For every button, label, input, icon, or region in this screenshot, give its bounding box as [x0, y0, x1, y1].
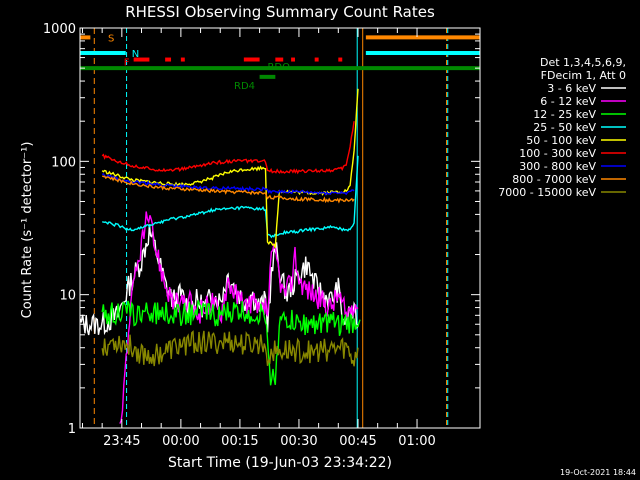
legend-label: 6 - 12 keV — [540, 95, 596, 108]
x-axis-label: Start Time (19-Jun-03 23:34:22) — [168, 455, 392, 471]
legend-label: 50 - 100 keV — [526, 134, 596, 147]
flag-label-n: N — [132, 49, 139, 60]
legend-label: 300 - 800 keV — [519, 160, 596, 173]
y-tick-label: 1 — [68, 422, 76, 437]
x-tick-label: 23:45 — [103, 434, 140, 449]
flag-label-f: F — [124, 58, 130, 69]
x-tick-label: 00:30 — [280, 434, 317, 449]
legend-label: 100 - 300 keV — [519, 147, 596, 160]
series-line-0 — [79, 224, 359, 336]
series-line-1 — [119, 211, 359, 424]
series-line-6 — [101, 173, 355, 196]
y-axis-label: Count Rate (s⁻¹ detector⁻¹) — [20, 142, 35, 319]
x-tick-label: 01:00 — [398, 434, 435, 449]
series-line-7 — [101, 175, 355, 204]
legend-label: 25 - 50 keV — [533, 121, 596, 134]
x-tick-label: 00:15 — [221, 434, 258, 449]
series-line-2 — [101, 300, 361, 386]
series-line-3 — [102, 155, 359, 239]
plot-frame — [79, 27, 481, 429]
legend-label: 7000 - 15000 keV — [498, 186, 596, 199]
plot-area: S NF RDO RD4 1 10 100 1000 23:45 00:00 00:15 00:30 0… — [43, 22, 481, 449]
series-line-4 — [101, 88, 359, 248]
legend-header-2: FDecim 1, Att 0 — [541, 69, 626, 82]
legend-label: 12 - 25 keV — [533, 108, 596, 121]
legend-label: 3 - 6 keV — [547, 82, 596, 95]
x-tick-label: 00:45 — [339, 434, 376, 449]
legend: Det 1,3,4,5,6,9, FDecim 1, Att 0 3 - 6 k… — [498, 56, 626, 199]
x-tick-label: 00:00 — [162, 434, 199, 449]
y-tick-label: 10 — [59, 289, 76, 304]
series-line-5 — [101, 121, 355, 175]
flag-label-rdo: RDO — [267, 62, 290, 73]
legend-label: 800 - 7000 keV — [512, 173, 596, 186]
y-tick-label: 100 — [51, 155, 76, 170]
flag-label-s: S — [108, 33, 114, 44]
series-line-8 — [101, 330, 359, 367]
y-tick-label: 1000 — [43, 22, 76, 37]
flag-label-rd4: RD4 — [234, 81, 255, 92]
chart-title: RHESSI Observing Summary Count Rates — [125, 3, 435, 21]
footer-timestamp: 19-Oct-2021 18:44 — [560, 468, 636, 477]
legend-header-1: Det 1,3,4,5,6,9, — [540, 56, 626, 69]
